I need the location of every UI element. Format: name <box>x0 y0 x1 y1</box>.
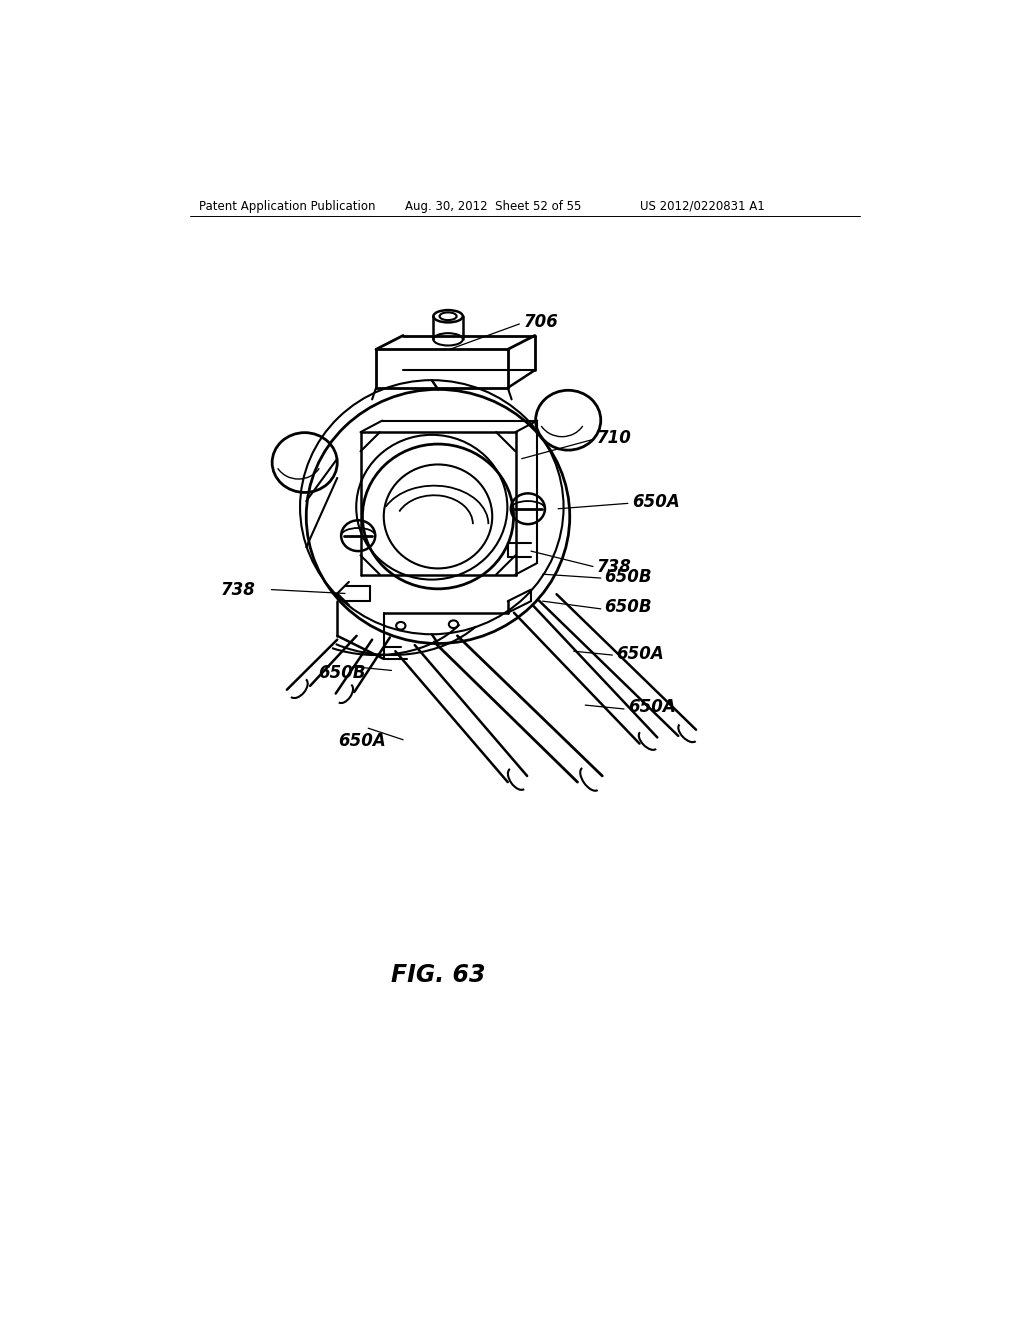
Text: 650A: 650A <box>632 492 680 511</box>
Text: 738: 738 <box>597 557 632 576</box>
Text: 650B: 650B <box>604 568 652 586</box>
Text: 650A: 650A <box>338 733 386 750</box>
Text: 650A: 650A <box>616 644 664 663</box>
Text: Patent Application Publication: Patent Application Publication <box>200 199 376 213</box>
Text: US 2012/0220831 A1: US 2012/0220831 A1 <box>640 199 764 213</box>
Text: 650B: 650B <box>604 598 652 616</box>
Text: 650A: 650A <box>628 698 676 717</box>
Text: FIG. 63: FIG. 63 <box>391 962 485 986</box>
Text: Aug. 30, 2012  Sheet 52 of 55: Aug. 30, 2012 Sheet 52 of 55 <box>406 199 582 213</box>
Text: 706: 706 <box>523 313 558 331</box>
Text: 738: 738 <box>221 581 256 598</box>
Text: 650B: 650B <box>317 664 366 681</box>
Text: 710: 710 <box>597 429 632 447</box>
